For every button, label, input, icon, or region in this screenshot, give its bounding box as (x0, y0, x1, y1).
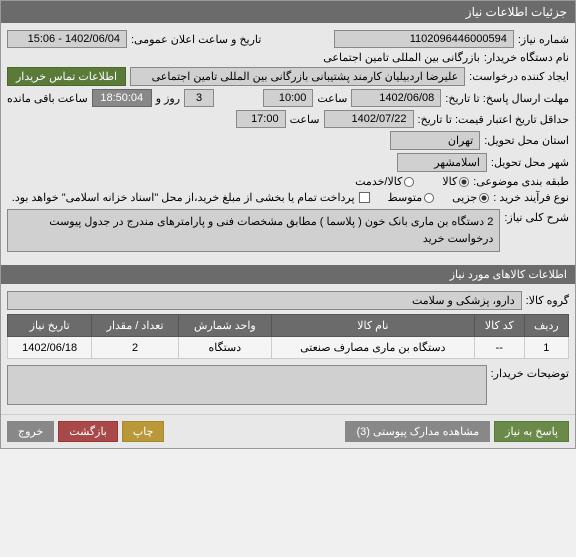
checkbox-payment[interactable] (359, 192, 370, 203)
details-section: شماره نیاز: 1102096446000594 تاریخ و ساع… (1, 23, 575, 261)
label-desc: شرح کلی نیاز: (504, 207, 569, 224)
radio-partial[interactable]: جزیی (452, 191, 489, 204)
items-table-wrap: ردیف کد کالا نام کالا واحد شمارش تعداد /… (7, 314, 569, 359)
row-buy-type: نوع فرآیند خرید : جزیی متوسط پرداخت تمام… (7, 191, 569, 204)
row-comment: توضیحات خریدار: (7, 363, 569, 407)
buyer-contact-link[interactable]: اطلاعات تماس خریدار (7, 67, 126, 86)
radio-medium-dot (424, 193, 434, 203)
field-validity-date: 1402/07/22 (324, 110, 414, 128)
exit-button[interactable]: خروج (7, 421, 54, 442)
label-city: شهر محل تحویل: (491, 156, 569, 169)
radio-goods[interactable]: کالا (442, 175, 469, 188)
items-section: گروه کالا: دارو، پزشکی و سلامت ردیف کد ک… (1, 284, 575, 414)
label-payment-note: پرداخت تمام یا بخشی از مبلغ خرید،از محل … (12, 191, 355, 204)
field-group: دارو، پزشکی و سلامت (7, 291, 522, 310)
label-buyer: نام دستگاه خریدار: (484, 51, 569, 64)
main-container: جزئیات اطلاعات نیاز شماره نیاز: 11020964… (0, 0, 576, 449)
row-desc: شرح کلی نیاز: 2 دستگاه بن ماری بانک خون … (7, 207, 569, 254)
row-validity: حداقل تاریخ اعتبار قیمت: تا تاریخ: 1402/… (7, 110, 569, 128)
window-title-bar: جزئیات اطلاعات نیاز (1, 1, 575, 23)
row-creator: ایجاد کننده درخواست: علیرضا اردبیلیان کا… (7, 67, 569, 86)
th-unit: واحد شمارش (178, 315, 271, 337)
td-qty: 2 (92, 337, 179, 359)
field-deadline-date: 1402/06/08 (351, 89, 441, 107)
label-buy-type: نوع فرآیند خرید : (493, 191, 569, 204)
label-remain: ساعت باقی مانده (7, 92, 88, 105)
field-time-left: 18:50:04 (92, 89, 152, 107)
td-unit: دستگاه (178, 337, 271, 359)
radio-medium-label: متوسط (388, 191, 423, 204)
label-group: گروه کالا: (526, 294, 569, 307)
label-province: استان محل تحویل: (484, 134, 569, 147)
label-comment: توضیحات خریدار: (491, 363, 569, 380)
radio-service[interactable]: کالا/خدمت (355, 175, 414, 188)
label-time-2: ساعت (290, 113, 320, 126)
field-buyer: بازرگانی بین المللی تامین اجتماعی (323, 51, 480, 64)
radio-partial-dot (479, 193, 489, 203)
table-header-row: ردیف کد کالا نام کالا واحد شمارش تعداد /… (8, 315, 569, 337)
th-date: تاریخ نیاز (8, 315, 92, 337)
radio-goods-label: کالا (442, 175, 457, 188)
attachments-button[interactable]: مشاهده مدارک پیوستی (3) (345, 421, 490, 442)
td-date: 1402/06/18 (8, 337, 92, 359)
field-city: اسلامشهر (397, 153, 487, 172)
label-time-1: ساعت (317, 92, 347, 105)
td-code: -- (474, 337, 524, 359)
field-days-left: 3 (184, 89, 214, 107)
radio-medium[interactable]: متوسط (388, 191, 435, 204)
row-city: شهر محل تحویل: اسلامشهر (7, 153, 569, 172)
label-req-number: شماره نیاز: (518, 33, 569, 46)
print-button[interactable]: چاپ (122, 421, 165, 442)
button-bar: پاسخ به نیاز مشاهده مدارک پیوستی (3) چاپ… (1, 414, 575, 448)
row-category: طبقه بندی موضوعی: کالا کالا/خدمت (7, 175, 569, 188)
th-qty: تعداد / مقدار (92, 315, 179, 337)
items-header: اطلاعات کالاهای مورد نیاز (1, 265, 575, 284)
label-announce-date: تاریخ و ساعت اعلان عمومی: (131, 33, 261, 46)
field-validity-time: 17:00 (236, 110, 286, 128)
th-name: نام کالا (271, 315, 474, 337)
radio-service-label: کالا/خدمت (355, 175, 402, 188)
field-comment (7, 365, 487, 405)
field-announce-date: 1402/06/04 - 15:06 (7, 30, 127, 48)
row-province: استان محل تحویل: تهران (7, 131, 569, 150)
radio-partial-label: جزیی (452, 191, 477, 204)
row-req-number: شماره نیاز: 1102096446000594 تاریخ و ساع… (7, 30, 569, 48)
field-creator: علیرضا اردبیلیان کارمند پشتیبانی بازرگان… (130, 67, 465, 86)
label-day-and: روز و (156, 92, 180, 105)
label-creator: ایجاد کننده درخواست: (469, 70, 569, 83)
field-deadline-time: 10:00 (263, 89, 313, 107)
row-buyer: نام دستگاه خریدار: بازرگانی بین المللی ت… (7, 51, 569, 64)
label-deadline: مهلت ارسال پاسخ: تا تاریخ: (445, 92, 569, 105)
field-desc: 2 دستگاه بن ماری بانک خون ( پلاسما ) مطا… (7, 209, 500, 252)
row-group: گروه کالا: دارو، پزشکی و سلامت (7, 291, 569, 310)
respond-button[interactable]: پاسخ به نیاز (494, 421, 569, 442)
field-province: تهران (390, 131, 480, 150)
radio-service-dot (404, 177, 414, 187)
items-table: ردیف کد کالا نام کالا واحد شمارش تعداد /… (7, 314, 569, 359)
row-deadline: مهلت ارسال پاسخ: تا تاریخ: 1402/06/08 سا… (7, 89, 569, 107)
radio-goods-dot (459, 177, 469, 187)
td-name: دستگاه بن ماری مصارف صنعتی (271, 337, 474, 359)
table-row: 1 -- دستگاه بن ماری مصارف صنعتی دستگاه 2… (8, 337, 569, 359)
field-req-number: 1102096446000594 (334, 30, 514, 48)
td-row: 1 (524, 337, 568, 359)
label-validity: حداقل تاریخ اعتبار قیمت: تا تاریخ: (418, 113, 569, 126)
label-category: طبقه بندی موضوعی: (473, 175, 569, 188)
window-title: جزئیات اطلاعات نیاز (466, 5, 567, 19)
th-row: ردیف (524, 315, 568, 337)
th-code: کد کالا (474, 315, 524, 337)
back-button[interactable]: بازگشت (58, 421, 118, 442)
